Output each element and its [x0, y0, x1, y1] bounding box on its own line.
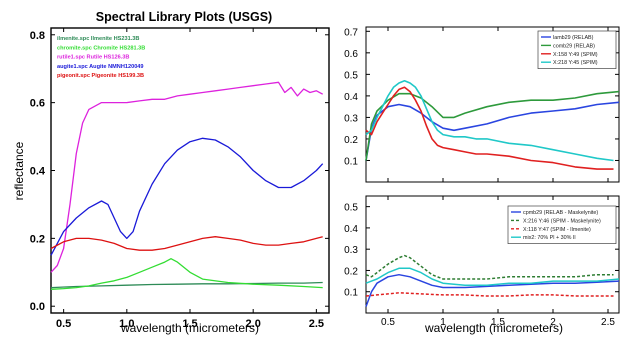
legend-entry: lamb29 (RELAB)	[553, 35, 594, 41]
legend-box	[507, 205, 617, 244]
y-tick-label: 0.4	[344, 92, 358, 103]
x-tick-label: 0.5	[56, 318, 71, 330]
legend-entry: augite1.spc Augite NMNH120049	[57, 64, 144, 70]
x-tick-label: 1.0	[119, 318, 134, 330]
y-tick-label: 0.5	[344, 203, 358, 214]
y-tick-label: 0.2	[344, 266, 358, 277]
chart-title: Spectral Library Plots (USGS)	[96, 10, 272, 24]
series-line	[365, 292, 614, 297]
y-tick-label: 0.6	[30, 98, 45, 110]
series-line	[365, 86, 614, 170]
y-tick-label: 0.6	[344, 49, 358, 60]
x-tick-label: 2.5	[309, 318, 324, 330]
usgs-legend: ilmenite.spc Ilmenite HS231.3B chromite.s…	[57, 36, 145, 79]
legend-entry: chromite.spc Chromite HS281.3B	[57, 45, 145, 51]
top-series-lines	[365, 80, 620, 170]
legend-entry: mix2: 70% Pl + 30% Il	[523, 235, 576, 241]
series-line	[365, 90, 620, 161]
series-line	[50, 258, 323, 290]
y-tick-label: 0.2	[30, 233, 45, 245]
x-tick-label: 1.5	[491, 317, 505, 328]
legend-entry: X:158 Y:49 (SPIM)	[553, 52, 598, 58]
bottom-series-lines	[365, 254, 620, 307]
legend-entry: cpmb29 (RELAB - Maskelynite)	[523, 210, 598, 216]
series-line	[365, 267, 620, 287]
usgs-plot-frame	[50, 27, 330, 314]
y-tick-label: 0.1	[344, 156, 358, 167]
series-line	[50, 137, 324, 256]
series-line	[50, 281, 323, 289]
x-tick-label: 2.0	[246, 318, 261, 330]
bottom-legend: cpmb29 (RELAB - Maskelynite) X:216 Y:46 (…	[507, 205, 617, 244]
y-tick-label: 0.0	[30, 301, 45, 313]
series-line	[365, 273, 620, 307]
y-tick-label: 0.4	[344, 224, 358, 235]
y-tick-label: 0.5	[344, 70, 358, 81]
relab-chart-top: 0.1 0.2 0.3 0.4 0.5 0.6 0.7 lamb29 (RELAB) comb…	[344, 26, 620, 183]
legend-entry: comb29 (RELAB)	[553, 43, 595, 49]
usgs-axis-ticks: 0.5 1.0 1.5 2.0 2.5 0.0 0.2 0.4 0.6 0.8	[30, 28, 329, 330]
y-tick-label: 0.4	[30, 166, 46, 178]
x-tick-label: 2.5	[601, 317, 615, 328]
bottom-axis-ticks: 0.5 1 1.5 2 2.5 0.1 0.2 0.3 0.4 0.5	[344, 196, 619, 328]
legend-entry: pigeonit.spc Pigeonite HS199.3B	[57, 73, 144, 79]
legend-entry: X:216 Y:46 (SPIM - Maskelynite)	[523, 218, 601, 224]
y-tick-label: 0.3	[344, 245, 358, 256]
series-line	[50, 81, 324, 273]
legend-entry: rutile1.spc Rutile HS126.3B	[57, 55, 129, 61]
legend-entry: X:218 Y:45 (SPIM)	[553, 60, 598, 66]
usgs-series-lines	[50, 81, 324, 290]
usgs-chart: Spectral Library Plots (USGS) 0.5 1.0 1.5 2…	[12, 10, 330, 335]
x-tick-label: 2	[550, 317, 556, 328]
usgs-x-axis-label: wavelength (micrometers)	[120, 321, 259, 335]
top-legend: lamb29 (RELAB) comb29 (RELAB) X:158 Y:49 (…	[537, 30, 617, 69]
y-tick-label: 0.1	[344, 288, 358, 299]
bottom-x-axis-label: wavelength (micrometers)	[424, 321, 563, 335]
series-line	[50, 236, 323, 251]
series-line	[365, 80, 614, 162]
relab-chart-bottom: 0.5 1 1.5 2 2.5 0.1 0.2 0.3 0.4 0.5 cpmb29 (RELAB…	[344, 195, 620, 335]
y-tick-label: 0.3	[344, 113, 358, 124]
x-tick-label: 0.5	[381, 317, 395, 328]
x-tick-label: 1.5	[182, 318, 197, 330]
usgs-y-axis-label: reflectance	[12, 141, 26, 200]
y-tick-label: 0.2	[344, 135, 358, 146]
y-tick-label: 0.7	[344, 27, 358, 38]
legend-entry: X:118 Y:47 (SPIM - Ilmenite)	[523, 227, 591, 233]
top-axis-ticks: 0.1 0.2 0.3 0.4 0.5 0.6 0.7	[344, 27, 619, 182]
y-tick-label: 0.8	[30, 30, 45, 42]
x-tick-label: 1	[440, 317, 446, 328]
legend-entry: ilmenite.spc Ilmenite HS231.3B	[57, 36, 139, 42]
